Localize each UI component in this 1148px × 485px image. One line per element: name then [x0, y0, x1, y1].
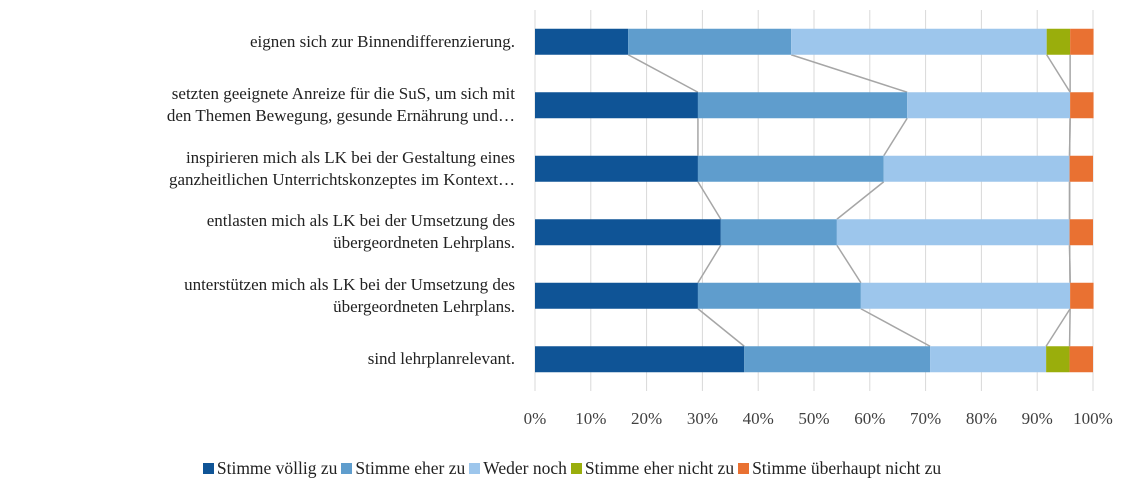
series-line: [1068, 245, 1071, 283]
series-line: [697, 181, 722, 220]
x-tick-label: 50%: [798, 409, 829, 428]
bar-segment: [535, 92, 698, 119]
legend-label: Stimme völlig zu: [216, 458, 338, 478]
category-label: sind lehrplanrelevant.: [367, 349, 515, 369]
series-line: [1068, 308, 1071, 347]
x-tick-label: 30%: [687, 409, 718, 428]
series-line: [697, 244, 722, 284]
series-line: [836, 244, 862, 284]
bar-segment: [1069, 346, 1093, 373]
bar-segment: [697, 92, 908, 119]
series-line: [836, 181, 885, 220]
x-tick-label: 90%: [1022, 409, 1053, 428]
category-label: setzten geeignete Anreize für die SuS, u…: [166, 84, 515, 126]
bar-segment: [535, 28, 629, 55]
bar-segment: [1070, 28, 1094, 55]
x-tick-label: 10%: [575, 409, 606, 428]
category-label: inspirieren mich als LK bei der Gestaltu…: [168, 147, 515, 189]
x-tick-label: 20%: [631, 409, 662, 428]
legend-swatch: [570, 463, 582, 474]
x-tick-label: 0%: [524, 409, 547, 428]
bar-segment: [836, 219, 1070, 246]
series-line: [1068, 118, 1071, 156]
legend-item: Stimme eher nicht zu: [570, 458, 735, 479]
legend-item: Stimme überhaupt nicht zu: [738, 458, 941, 479]
x-tick-label: 100%: [1073, 409, 1113, 428]
bar-segment: [720, 219, 837, 246]
x-tick-label: 80%: [966, 409, 997, 428]
bar-segment: [930, 346, 1047, 373]
bar-segment: [1069, 219, 1093, 246]
bar-segment: [1069, 155, 1093, 182]
bar-segment: [535, 155, 698, 182]
series-line: [1046, 54, 1071, 93]
bar-segment: [860, 282, 1071, 309]
bar-segment: [1046, 346, 1070, 373]
legend-label: Stimme eher zu: [355, 458, 466, 478]
bar-segment: [697, 282, 861, 309]
bar-segment: [697, 155, 884, 182]
bar-segment: [744, 346, 931, 373]
bar-segment: [535, 219, 721, 246]
bar-segment: [1070, 282, 1094, 309]
legend-item: Stimme eher zu: [341, 458, 465, 479]
legend-swatch: [341, 463, 353, 474]
bar-segment: [1070, 92, 1094, 119]
legend-item: Weder noch: [469, 458, 567, 479]
legend-label: Stimme überhaupt nicht zu: [752, 458, 942, 478]
series-line: [697, 308, 745, 347]
legend-swatch: [469, 463, 481, 474]
category-label: eignen sich zur Binnendifferenzierung.: [250, 31, 515, 51]
bar-segment: [628, 28, 792, 55]
series-line: [1045, 308, 1071, 347]
legend-item: Stimme völlig zu: [202, 458, 338, 479]
legend: Stimme völlig zu Stimme eher zu Weder noch…: [0, 458, 1148, 479]
legend-swatch: [202, 463, 214, 474]
x-tick-label: 40%: [743, 409, 774, 428]
bar-segment: [535, 346, 745, 373]
bar-segment: [1046, 28, 1071, 55]
x-tick-label: 70%: [910, 409, 941, 428]
bar-segment: [907, 92, 1071, 119]
category-label: entlasten mich als LK bei der Umsetzung …: [206, 211, 515, 253]
series-line: [790, 54, 908, 93]
legend-swatch: [738, 463, 750, 474]
legend-label: Stimme eher nicht zu: [584, 458, 735, 478]
category-label: unterstützen mich als LK bei der Umsetzu…: [184, 274, 515, 316]
bar-segment: [883, 155, 1070, 182]
bar-segment: [791, 28, 1047, 55]
bar-segment: [535, 282, 698, 309]
x-tick-label: 60%: [854, 409, 885, 428]
series-line: [860, 308, 931, 347]
series-line: [627, 54, 699, 93]
series-line: [883, 117, 908, 157]
legend-label: Weder noch: [483, 458, 567, 478]
